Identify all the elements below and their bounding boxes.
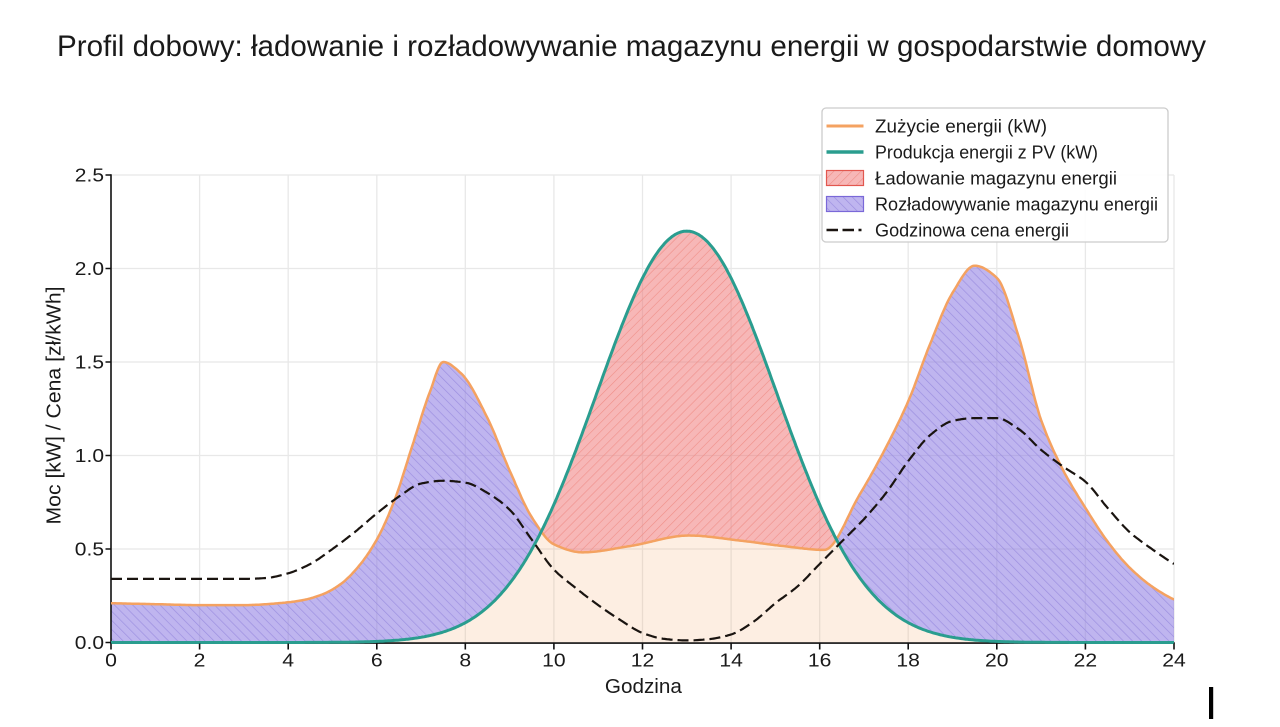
svg-text:20: 20 [985,650,1009,671]
svg-text:12: 12 [631,650,655,671]
svg-text:24: 24 [1162,650,1186,671]
svg-text:2.5: 2.5 [75,165,104,186]
svg-text:8: 8 [459,650,471,671]
svg-text:14: 14 [719,650,743,671]
svg-text:Ładowanie magazynu energii: Ładowanie magazynu energii [875,168,1117,189]
svg-text:Rozładowywanie magazynu energi: Rozładowywanie magazynu energii [875,194,1158,215]
svg-text:Godzina: Godzina [605,676,683,698]
svg-text:16: 16 [808,650,832,671]
svg-text:Moc [kW] / Cena [zł/kWh]: Moc [kW] / Cena [zł/kWh] [44,287,66,525]
svg-text:6: 6 [371,650,383,671]
svg-text:0.5: 0.5 [75,539,104,560]
svg-text:Profil dobowy: ładowanie i roz: Profil dobowy: ładowanie i rozładowywani… [57,30,1206,63]
svg-text:22: 22 [1074,650,1098,671]
svg-text:0.0: 0.0 [75,632,104,653]
svg-text:1.5: 1.5 [75,352,104,373]
svg-text:Godzinowa cena energii: Godzinowa cena energii [875,220,1069,241]
svg-text:4: 4 [282,650,294,671]
svg-text:Zużycie energii (kW): Zużycie energii (kW) [875,116,1047,137]
svg-text:18: 18 [896,650,920,671]
svg-text:10: 10 [542,650,566,671]
svg-text:1.0: 1.0 [75,445,104,466]
svg-text:2: 2 [194,650,206,671]
svg-text:2.0: 2.0 [75,258,104,279]
svg-text:Produkcja energii z PV (kW): Produkcja energii z PV (kW) [875,142,1098,163]
svg-text:0: 0 [105,650,117,671]
